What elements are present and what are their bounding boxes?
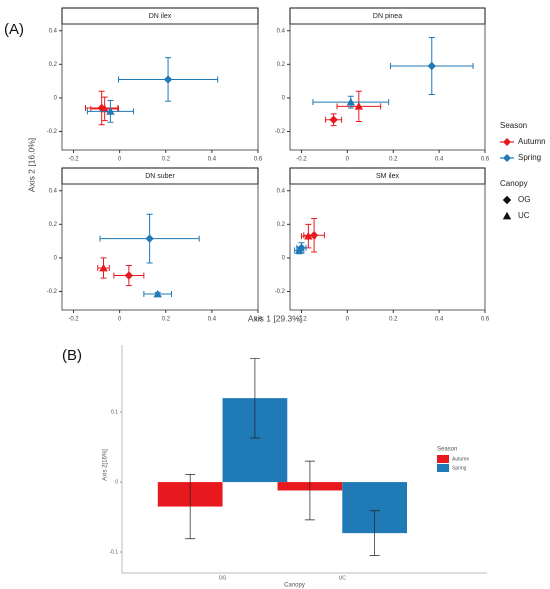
legend-swatch <box>437 464 449 472</box>
x-tick-label: 0.2 <box>389 317 398 323</box>
x-tick-label: 0.6 <box>481 317 490 323</box>
point-uc <box>153 289 162 298</box>
panel-label: (B) <box>62 347 82 364</box>
x-tick-label: 0 <box>346 157 350 163</box>
legend-title: Season <box>500 121 527 130</box>
x-axis-label: Axis 1 [29.3%] <box>248 313 302 323</box>
point-uc <box>106 107 115 115</box>
point-uc <box>502 211 512 220</box>
y-tick-label: 0.4 <box>49 28 58 34</box>
point-uc <box>346 97 355 106</box>
x-axis-label: Canopy <box>284 583 305 589</box>
x-tick-label: -0.2 <box>68 317 79 323</box>
point-uc <box>354 102 364 110</box>
y-tick-label: 0 <box>282 95 286 101</box>
x-tick-label: OG <box>219 575 227 581</box>
legend-label: OG <box>518 195 530 204</box>
strip-title: SM ilex <box>376 173 399 180</box>
x-tick-label: 0.4 <box>208 317 217 323</box>
error-bar <box>304 460 315 521</box>
y-tick-label: 0.4 <box>277 28 286 34</box>
legend-label: Spring <box>452 465 467 471</box>
point-uc <box>99 263 108 272</box>
y-axis-label: Axis 2[16%] <box>103 449 109 481</box>
x-tick-label: 0 <box>346 317 350 323</box>
point-uc <box>304 231 313 240</box>
y-tick-label: 0.4 <box>49 188 58 194</box>
x-tick-label: 0.6 <box>254 317 263 323</box>
y-tick-label: 0.1 <box>111 409 118 415</box>
y-axis-label: Axis 2 [16.0%] <box>26 138 36 192</box>
error-bar <box>369 510 380 556</box>
x-tick-label: 0.6 <box>254 157 263 163</box>
error-bar <box>249 357 260 439</box>
point-og <box>163 75 173 84</box>
point-og <box>502 195 512 205</box>
legend-label: Autumn <box>452 456 469 462</box>
panel-border <box>61 183 259 311</box>
legend-title: Season <box>437 447 457 453</box>
y-tick-label: 0 <box>54 255 58 261</box>
x-tick-label: 0.4 <box>435 157 444 163</box>
y-tick-label: 0.2 <box>277 222 286 228</box>
x-tick-label: -0.2 <box>296 157 307 163</box>
x-tick-label: 0.2 <box>389 157 398 163</box>
legend-label: Spring <box>518 153 541 162</box>
panel-border <box>61 23 259 151</box>
y-tick-label: 0.4 <box>277 188 286 194</box>
point-og <box>309 231 319 240</box>
panel-border <box>289 183 486 311</box>
strip-title: DN ilex <box>149 13 172 20</box>
x-tick-label: 0.6 <box>481 157 490 163</box>
legend-label: UC <box>518 211 530 220</box>
x-tick-label: 0.2 <box>162 317 171 323</box>
y-tick-label: 0 <box>282 255 286 261</box>
panel-border <box>289 23 486 151</box>
x-tick-label: 0.2 <box>162 157 171 163</box>
y-tick-label: -0.2 <box>275 289 286 295</box>
x-tick-label: 0 <box>118 317 122 323</box>
strip-title: DN suber <box>145 173 175 180</box>
error-bar <box>185 474 196 540</box>
legend-label: Autumn <box>518 137 546 146</box>
y-tick-label: 0 <box>54 95 58 101</box>
point-uc <box>294 246 304 254</box>
legend-point <box>503 154 511 162</box>
legend-swatch <box>437 455 449 463</box>
point-og <box>124 271 134 280</box>
y-tick-label: -0.1 <box>109 549 118 555</box>
y-tick-label: 0.2 <box>277 62 286 68</box>
strip-title: DN pinea <box>373 13 402 20</box>
y-tick-label: -0.2 <box>275 129 286 135</box>
y-tick-label: 0.2 <box>49 62 58 68</box>
x-tick-label: UC <box>339 575 347 581</box>
y-tick-label: -0.2 <box>47 129 58 135</box>
x-tick-label: 0.4 <box>435 317 444 323</box>
legend-title: Canopy <box>500 179 528 188</box>
point-og <box>145 234 154 243</box>
x-tick-label: -0.2 <box>296 317 307 323</box>
y-tick-label: 0 <box>115 479 118 485</box>
point-og <box>329 115 338 124</box>
y-tick-label: -0.2 <box>47 289 58 295</box>
x-tick-label: 0.4 <box>208 157 217 163</box>
point-og <box>427 61 436 71</box>
point-uc <box>100 104 109 113</box>
legend-point <box>503 138 511 146</box>
x-tick-label: 0 <box>118 157 122 163</box>
y-tick-label: 0.2 <box>49 222 58 228</box>
panel-label: (A) <box>4 21 24 38</box>
x-tick-label: -0.2 <box>68 157 79 163</box>
